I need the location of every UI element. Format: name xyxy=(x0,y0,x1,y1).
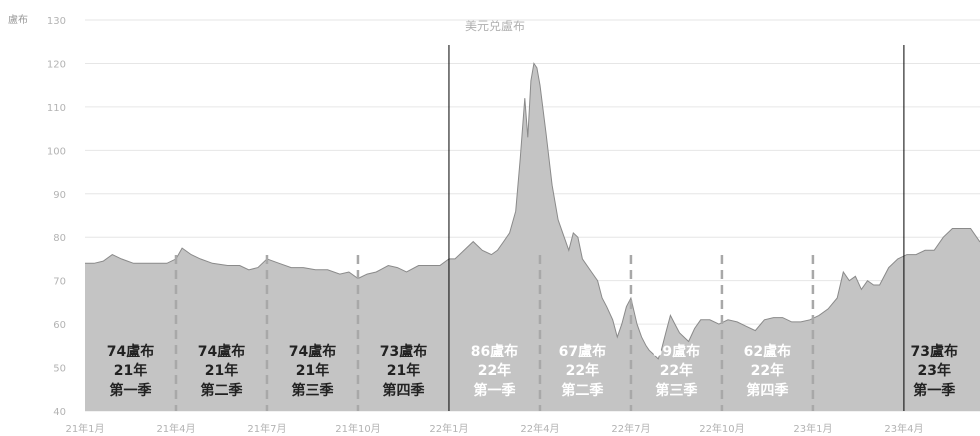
quarter-label-line: 21年 xyxy=(205,362,238,379)
quarter-label-line: 第一季 xyxy=(473,382,515,399)
quarter-label-line: 73盧布 xyxy=(380,343,427,360)
y-tick-label: 130 xyxy=(47,16,66,27)
x-tick-label: 23年1月 xyxy=(793,422,832,435)
y-axis-ticks: 40 50 60 70 80 90 100 110 120 130 xyxy=(47,16,66,418)
x-tick-label: 21年4月 xyxy=(156,422,195,435)
quarter-label-line: 22年 xyxy=(566,362,599,379)
y-tick-label: 90 xyxy=(53,190,66,201)
quarter-label-line: 22年 xyxy=(660,362,693,379)
quarter-label-line: 第一季 xyxy=(109,382,151,399)
quarter-label-line: 74盧布 xyxy=(107,343,154,360)
quarter-label-line: 74盧布 xyxy=(289,343,336,360)
quarter-label-line: 62盧布 xyxy=(744,343,791,360)
area-series xyxy=(85,62,980,411)
y-axis-unit-label: 盧布 xyxy=(8,13,28,26)
x-tick-label: 22年4月 xyxy=(520,422,559,435)
area-fill xyxy=(85,63,980,411)
quarter-label-line: 21年 xyxy=(387,362,420,379)
y-tick-label: 70 xyxy=(53,277,66,288)
quarter-label-line: 21年 xyxy=(114,362,147,379)
quarter-label-line: 67盧布 xyxy=(559,343,606,360)
quarter-label-line: 第四季 xyxy=(746,382,788,399)
x-tick-label: 22年7月 xyxy=(611,422,650,435)
quarter-label-line: 23年 xyxy=(917,362,950,379)
chart-title: 美元兑盧布 xyxy=(465,19,525,33)
x-tick-label: 21年1月 xyxy=(65,422,104,435)
x-tick-label: 22年1月 xyxy=(429,422,468,435)
quarter-label-line: 86盧布 xyxy=(471,343,518,360)
quarter-label-line: 第二季 xyxy=(200,382,242,399)
quarter-label-line: 22年 xyxy=(478,362,511,379)
x-tick-label: 21年10月 xyxy=(335,422,380,435)
y-tick-label: 40 xyxy=(53,407,66,418)
y-tick-label: 50 xyxy=(53,364,66,375)
quarter-label-line: 74盧布 xyxy=(198,343,245,360)
y-tick-label: 80 xyxy=(53,233,66,244)
quarter-label-line: 第三季 xyxy=(655,382,697,399)
y-tick-label: 60 xyxy=(53,320,66,331)
quarter-label-line: 73盧布 xyxy=(910,343,957,360)
quarter-label-line: 第一季 xyxy=(913,382,955,399)
quarter-label-line: 59盧布 xyxy=(653,343,700,360)
x-tick-label: 22年10月 xyxy=(699,422,744,435)
y-tick-label: 100 xyxy=(47,146,66,157)
area-line xyxy=(85,62,980,360)
x-tick-label: 21年7月 xyxy=(247,422,286,435)
quarter-label-line: 第二季 xyxy=(561,382,603,399)
x-axis-ticks: 21年1月 21年4月 21年7月 21年10月 22年1月 22年4月 22年7月 22年1… xyxy=(65,422,923,435)
quarter-label-line: 第三季 xyxy=(291,382,333,399)
quarter-label-line: 第四季 xyxy=(382,382,424,399)
quarter-label-line: 21年 xyxy=(296,362,329,379)
y-tick-label: 120 xyxy=(47,59,66,70)
x-tick-label: 23年4月 xyxy=(884,422,923,435)
y-tick-label: 110 xyxy=(47,103,66,114)
quarter-dividers xyxy=(174,45,905,411)
quarter-label-line: 22年 xyxy=(751,362,784,379)
